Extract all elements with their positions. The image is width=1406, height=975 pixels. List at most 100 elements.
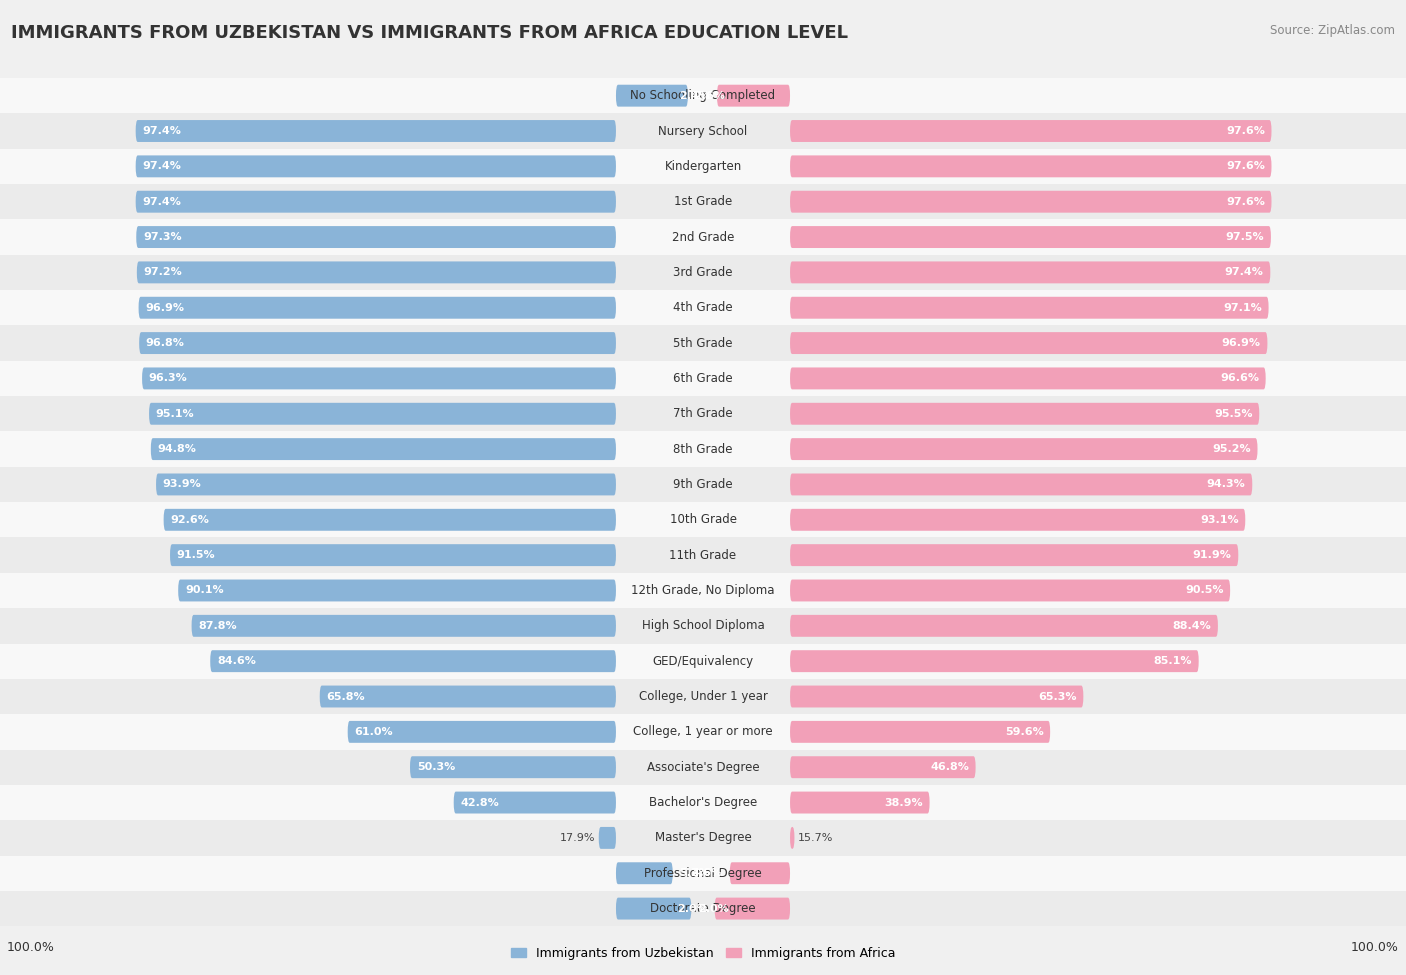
Bar	[0, 820, 1406, 856]
Text: 88.4%: 88.4%	[1173, 621, 1211, 631]
Text: 42.8%: 42.8%	[460, 798, 499, 807]
Text: IMMIGRANTS FROM UZBEKISTAN VS IMMIGRANTS FROM AFRICA EDUCATION LEVEL: IMMIGRANTS FROM UZBEKISTAN VS IMMIGRANTS…	[11, 24, 848, 42]
FancyBboxPatch shape	[790, 650, 1199, 672]
Text: Associate's Degree: Associate's Degree	[647, 760, 759, 774]
FancyBboxPatch shape	[717, 85, 790, 106]
Text: 2.6%: 2.6%	[695, 91, 725, 100]
Text: 8th Grade: 8th Grade	[673, 443, 733, 455]
Bar	[0, 184, 1406, 219]
Bar	[0, 502, 1406, 537]
Text: 100.0%: 100.0%	[7, 941, 55, 954]
Text: 9th Grade: 9th Grade	[673, 478, 733, 491]
Text: Master's Degree: Master's Degree	[655, 832, 751, 844]
Text: 100.0%: 100.0%	[1351, 941, 1399, 954]
FancyBboxPatch shape	[599, 827, 616, 849]
Bar	[0, 608, 1406, 644]
Text: 84.6%: 84.6%	[217, 656, 256, 666]
FancyBboxPatch shape	[790, 403, 1260, 425]
Bar	[0, 219, 1406, 254]
FancyBboxPatch shape	[150, 438, 616, 460]
Text: 12th Grade, No Diploma: 12th Grade, No Diploma	[631, 584, 775, 597]
FancyBboxPatch shape	[790, 474, 1253, 495]
Text: 38.9%: 38.9%	[884, 798, 922, 807]
Bar	[0, 573, 1406, 608]
Text: 97.1%: 97.1%	[1223, 302, 1263, 313]
Bar	[0, 467, 1406, 502]
Bar	[0, 78, 1406, 113]
Text: 11th Grade: 11th Grade	[669, 549, 737, 562]
FancyBboxPatch shape	[790, 155, 1271, 177]
Text: 97.6%: 97.6%	[1226, 161, 1265, 172]
Text: 96.3%: 96.3%	[149, 373, 187, 383]
Text: 15.7%: 15.7%	[797, 833, 834, 843]
Text: 2.0%: 2.0%	[697, 904, 728, 914]
FancyBboxPatch shape	[163, 509, 616, 530]
Bar	[0, 361, 1406, 396]
FancyBboxPatch shape	[790, 792, 929, 813]
Bar	[0, 714, 1406, 750]
FancyBboxPatch shape	[790, 721, 1050, 743]
FancyBboxPatch shape	[411, 757, 616, 778]
Bar	[0, 537, 1406, 573]
Text: 85.1%: 85.1%	[1153, 656, 1192, 666]
FancyBboxPatch shape	[714, 898, 790, 919]
FancyBboxPatch shape	[790, 509, 1246, 530]
Text: 5.2%: 5.2%	[679, 868, 710, 878]
Text: 50.3%: 50.3%	[416, 762, 456, 772]
Bar	[0, 856, 1406, 891]
Text: 96.9%: 96.9%	[145, 302, 184, 313]
FancyBboxPatch shape	[139, 332, 616, 354]
FancyBboxPatch shape	[790, 368, 1265, 389]
Text: 87.8%: 87.8%	[198, 621, 236, 631]
FancyBboxPatch shape	[790, 579, 1230, 602]
FancyBboxPatch shape	[319, 685, 616, 708]
Text: GED/Equivalency: GED/Equivalency	[652, 654, 754, 668]
FancyBboxPatch shape	[730, 862, 790, 884]
Text: 65.8%: 65.8%	[326, 691, 366, 702]
Text: No Schooling Completed: No Schooling Completed	[630, 89, 776, 102]
FancyBboxPatch shape	[790, 226, 1271, 248]
Text: 2.0%: 2.0%	[678, 904, 709, 914]
FancyBboxPatch shape	[156, 474, 616, 495]
FancyBboxPatch shape	[790, 544, 1239, 566]
FancyBboxPatch shape	[149, 403, 616, 425]
FancyBboxPatch shape	[790, 615, 1218, 637]
FancyBboxPatch shape	[136, 261, 616, 284]
FancyBboxPatch shape	[790, 757, 976, 778]
Bar	[0, 291, 1406, 326]
FancyBboxPatch shape	[790, 438, 1257, 460]
Text: 61.0%: 61.0%	[354, 726, 394, 737]
FancyBboxPatch shape	[616, 85, 688, 106]
Text: 96.8%: 96.8%	[146, 338, 184, 348]
FancyBboxPatch shape	[790, 685, 1084, 708]
Text: 97.4%: 97.4%	[142, 126, 181, 137]
Text: 4th Grade: 4th Grade	[673, 301, 733, 314]
FancyBboxPatch shape	[135, 155, 616, 177]
Text: 2nd Grade: 2nd Grade	[672, 230, 734, 244]
Text: High School Diploma: High School Diploma	[641, 619, 765, 633]
Bar	[0, 891, 1406, 926]
FancyBboxPatch shape	[790, 332, 1267, 354]
Text: Bachelor's Degree: Bachelor's Degree	[650, 796, 756, 809]
Bar	[0, 326, 1406, 361]
Text: 5th Grade: 5th Grade	[673, 336, 733, 350]
Text: 95.2%: 95.2%	[1212, 444, 1251, 454]
Text: 97.3%: 97.3%	[143, 232, 181, 242]
FancyBboxPatch shape	[347, 721, 616, 743]
Text: 92.6%: 92.6%	[170, 515, 209, 525]
Text: Source: ZipAtlas.com: Source: ZipAtlas.com	[1270, 24, 1395, 37]
FancyBboxPatch shape	[790, 120, 1271, 142]
Text: College, 1 year or more: College, 1 year or more	[633, 725, 773, 738]
Text: 4.6%: 4.6%	[692, 868, 723, 878]
Text: Doctorate Degree: Doctorate Degree	[650, 902, 756, 916]
FancyBboxPatch shape	[191, 615, 616, 637]
Bar	[0, 644, 1406, 679]
Text: 1st Grade: 1st Grade	[673, 195, 733, 209]
Bar	[0, 113, 1406, 148]
Text: 6th Grade: 6th Grade	[673, 371, 733, 385]
Text: 17.9%: 17.9%	[560, 833, 595, 843]
Text: 94.8%: 94.8%	[157, 444, 197, 454]
Bar	[0, 254, 1406, 291]
Text: 97.4%: 97.4%	[1225, 267, 1264, 278]
FancyBboxPatch shape	[790, 827, 794, 849]
